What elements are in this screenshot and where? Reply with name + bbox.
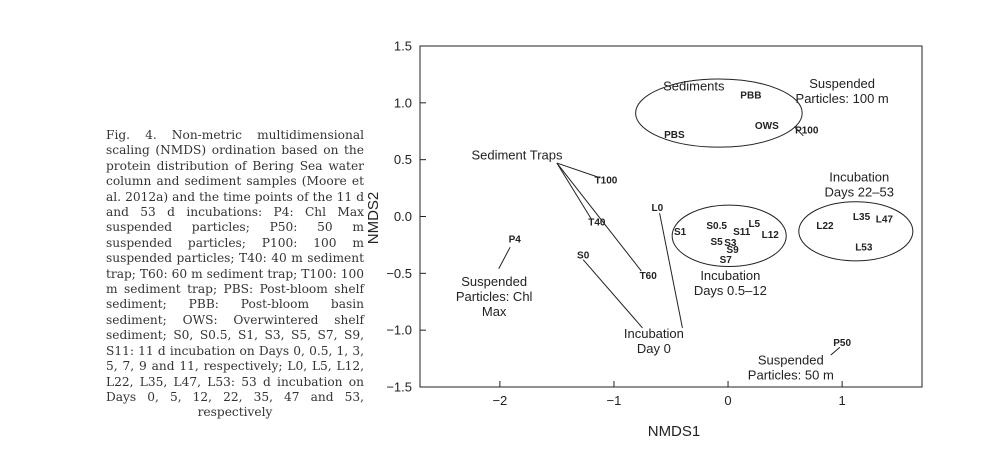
point-label: S9	[726, 245, 739, 256]
point-label: S1	[674, 227, 687, 238]
y-tick-label: −1.5	[386, 380, 412, 395]
point-label: T40	[588, 218, 606, 229]
y-axis-label: NMDS2	[365, 192, 382, 245]
point-label: T60	[640, 271, 658, 282]
point-label: S3	[724, 238, 737, 249]
connector-line	[793, 126, 804, 137]
annotation-label: Incubation Days 22–53	[825, 169, 894, 199]
point-label: PBS	[664, 130, 685, 141]
annotation-label: Suspended Particles: 100 m	[796, 76, 889, 106]
x-axis-label: NMDS1	[648, 423, 701, 440]
connector-line	[582, 259, 643, 329]
annotation-label: Incubation Days 0.5–12	[694, 268, 767, 298]
connector-line	[498, 246, 511, 270]
point-label: PBB	[740, 90, 761, 101]
y-tick-label: 0.5	[394, 152, 412, 167]
x-tick-label: 0	[724, 393, 731, 408]
group-ellipse	[671, 204, 787, 268]
point-label: S11	[733, 227, 751, 238]
annotation-label: Sediments	[663, 78, 725, 93]
point-label: L12	[762, 230, 780, 241]
y-tick-label: 1.5	[394, 39, 412, 54]
y-tick-label: 1.0	[394, 95, 412, 110]
y-tick-label: −0.5	[386, 266, 412, 281]
point-label: T100	[595, 176, 618, 187]
point-label: S5	[711, 237, 724, 248]
point-label: L47	[876, 214, 894, 225]
annotation-label: Incubation Day 0	[624, 326, 684, 356]
point-label: L5	[748, 219, 760, 230]
figure-caption: Fig. 4. Non-metric multidimensional scal…	[106, 128, 364, 420]
point-label: P50	[833, 338, 851, 349]
connector-line	[556, 162, 592, 220]
point-label: S0	[577, 251, 590, 262]
point-label: L35	[853, 212, 871, 223]
connector-line	[830, 346, 841, 356]
point-label: L0	[651, 203, 663, 214]
x-tick-label: 1	[839, 393, 846, 408]
group-ellipse	[635, 78, 803, 148]
annotation-label: Suspended Particles: Chl Max	[456, 274, 533, 319]
connector-line	[659, 212, 683, 328]
point-label: L22	[816, 221, 834, 232]
connector-line	[556, 162, 601, 179]
point-label: OWS	[755, 121, 779, 132]
group-ellipse	[798, 201, 914, 262]
y-tick-label: 0.0	[394, 209, 412, 224]
point-label: L53	[855, 243, 873, 254]
x-tick-label: −2	[492, 393, 507, 408]
x-tick-label: −1	[607, 393, 622, 408]
annotation-label: Suspended Particles: 50 m	[748, 352, 834, 382]
annotation-label: Sediment Traps	[471, 148, 563, 163]
point-label: P100	[795, 126, 819, 137]
point-label: S7	[720, 255, 733, 266]
y-tick-label: −1.0	[386, 323, 412, 338]
connector-line	[556, 162, 642, 272]
point-label: P4	[509, 235, 522, 246]
point-label: S0.5	[706, 221, 727, 232]
